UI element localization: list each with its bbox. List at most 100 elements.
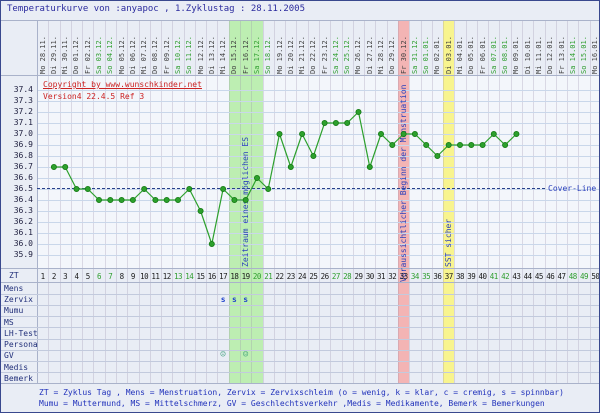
row-label-lh-test: LH-Test xyxy=(4,328,38,338)
date-label: Di 13.12. xyxy=(207,36,216,74)
date-label: Fr 06.01. xyxy=(478,36,487,74)
row-separator xyxy=(1,293,599,295)
date-label: Mi 04.01. xyxy=(456,36,464,74)
row-separator xyxy=(1,361,599,363)
zt-cell: 35 xyxy=(422,272,431,281)
zt-cell: 41 xyxy=(489,272,499,281)
zt-cell: 10 xyxy=(140,272,149,281)
row-label-bemerk: Bemerk xyxy=(4,373,33,383)
date-label: Sa 31.12. xyxy=(410,36,419,74)
date-label: Sa 17.12. xyxy=(252,36,261,74)
zt-cell: 44 xyxy=(523,272,533,281)
y-tick-label: 37.0 xyxy=(13,129,33,138)
date-label: Do 05.01. xyxy=(467,36,476,74)
zt-cell: 9 xyxy=(130,272,136,281)
y-tick-label: 36.6 xyxy=(13,173,33,182)
date-label: Di 29.11. xyxy=(49,36,58,74)
zt-cell: 22 xyxy=(275,272,284,281)
zt-cell: 40 xyxy=(478,272,488,281)
grid-h-line xyxy=(37,122,599,124)
zt-cell: 50 xyxy=(591,272,600,281)
y-tick-label: 35.9 xyxy=(13,250,33,259)
y-tick-label: 37.2 xyxy=(13,107,33,116)
grid-v-line xyxy=(533,21,535,384)
date-label: Mo 12.12. xyxy=(196,36,205,74)
date-label: Mo 26.12. xyxy=(354,36,363,74)
grid-h-line xyxy=(37,133,599,135)
grid-v-line xyxy=(544,21,546,384)
page-title: Temperaturkurve von :anyapoc , 1.Zyklust… xyxy=(7,4,306,14)
zt-cell: 16 xyxy=(207,272,217,281)
zt-cell: 6 xyxy=(97,272,102,281)
date-label: So 11.12. xyxy=(185,36,194,74)
date-label: So 15.01. xyxy=(580,36,589,74)
grid-v-line xyxy=(522,21,524,384)
zt-cell: 39 xyxy=(467,272,476,281)
zt-cell: 30 xyxy=(365,272,375,281)
row-separator xyxy=(1,372,599,374)
zt-cell: 18 xyxy=(230,272,239,281)
band-label-ovulation-window: Zeitraum eines möglichen ES xyxy=(240,136,250,267)
cover-line-label: Cover-Line xyxy=(548,184,597,193)
frame-line xyxy=(1,268,599,269)
zt-cell: 32 xyxy=(388,272,397,281)
zt-cell: 8 xyxy=(119,272,125,281)
row-mark: ☺ xyxy=(220,350,226,361)
date-label: Fr 23.12. xyxy=(320,36,329,74)
zt-row-label: ZT xyxy=(9,271,19,280)
zt-cell: 25 xyxy=(309,272,318,281)
zt-cell: 2 xyxy=(51,272,57,281)
y-tick-label: 36.8 xyxy=(13,151,33,160)
row-separator xyxy=(1,338,599,340)
axis-divider xyxy=(37,21,38,384)
y-tick-label: 36.7 xyxy=(13,162,33,171)
y-tick-label: 36.2 xyxy=(13,217,33,226)
date-label: Di 20.12. xyxy=(286,36,295,74)
grid-h-line xyxy=(37,155,599,157)
row-separator xyxy=(1,349,599,351)
zt-cell: 28 xyxy=(343,272,352,281)
zt-cell: 1 xyxy=(40,272,46,281)
row-label-medis: Medis xyxy=(4,362,29,372)
date-label: Sa 03.12. xyxy=(95,36,104,74)
zt-cell: 38 xyxy=(455,272,465,281)
grid-v-line xyxy=(48,21,50,384)
row-label-persona: Persona xyxy=(4,340,38,350)
frame-line xyxy=(1,282,599,283)
zt-cell: 19 xyxy=(241,272,251,281)
date-label: Do 08.12. xyxy=(151,36,160,74)
date-label: Mi 14.12. xyxy=(219,36,228,74)
legend-line-1: ZT = Zyklus Tag , Mens = Menstruation, Z… xyxy=(39,388,564,397)
row-separator xyxy=(1,316,599,318)
y-tick-label: 37.4 xyxy=(13,85,33,94)
frame-line xyxy=(1,75,599,76)
zt-cell: 24 xyxy=(298,272,307,281)
zt-cell: 46 xyxy=(546,272,555,281)
date-label: Sa 07.01. xyxy=(489,36,498,74)
y-tick-label: 36.1 xyxy=(13,228,33,237)
band-label-expected-menstruation: Voraussichtlicher Beginn der Menstruatio… xyxy=(398,84,408,282)
date-label: So 04.12. xyxy=(106,36,115,74)
row-label-mens: Mens xyxy=(4,284,24,293)
zt-cell: 31 xyxy=(377,272,386,281)
band-label-sst-sicher: SST sicher xyxy=(443,218,453,267)
grid-h-line xyxy=(37,243,599,245)
zt-cell: 17 xyxy=(219,272,228,281)
zt-cell: 11 xyxy=(151,272,160,281)
zt-cell: 3 xyxy=(63,272,68,281)
zt-cell: 21 xyxy=(264,272,273,281)
y-tick-label: 37.3 xyxy=(13,96,33,105)
zt-cell: 34 xyxy=(410,272,420,281)
zt-cell: 13 xyxy=(173,272,183,281)
date-label: Fr 13.01. xyxy=(557,36,566,74)
grid-h-line xyxy=(37,144,599,146)
zt-cell: 7 xyxy=(108,272,113,281)
date-label: Mo 19.12. xyxy=(275,36,284,74)
date-label: So 01.01. xyxy=(422,36,431,74)
legend-line-2: Mumu = Muttermund, MS = Mittelschmerz, G… xyxy=(39,399,545,408)
date-label: Mi 28.12. xyxy=(377,36,386,74)
date-label: Di 27.12. xyxy=(365,36,374,74)
date-label: Di 10.01. xyxy=(523,36,532,74)
